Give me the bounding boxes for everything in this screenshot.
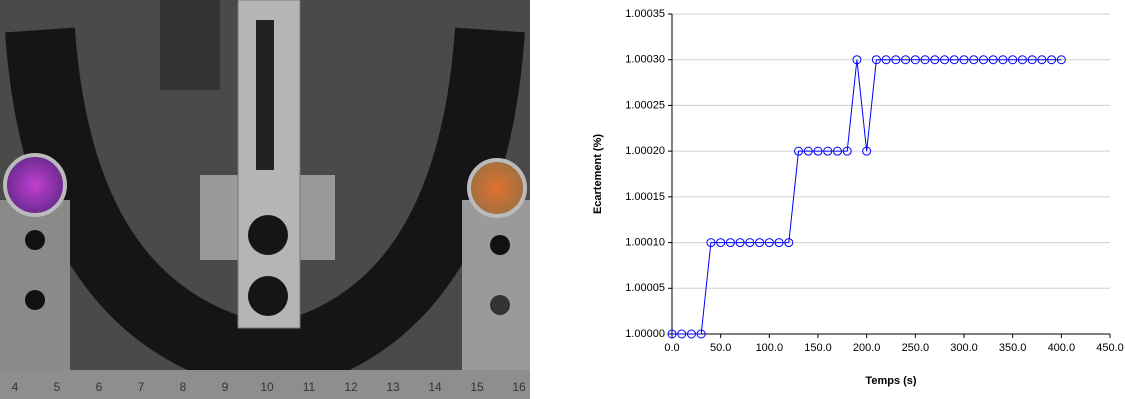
x-tick-label: 300.0 bbox=[950, 342, 978, 354]
series-line bbox=[672, 59, 1062, 335]
photo: 4 5 6 7 8 9 10 11 12 13 14 15 16 bbox=[0, 0, 530, 399]
y-tick-label: 1.00000 bbox=[625, 328, 665, 340]
data-point bbox=[774, 238, 784, 248]
x-tick-label: 0.0 bbox=[664, 342, 679, 354]
ruler-label: 6 bbox=[96, 380, 103, 394]
data-point bbox=[949, 55, 959, 65]
data-point bbox=[1017, 55, 1027, 65]
data-point bbox=[784, 238, 794, 248]
bolt bbox=[248, 215, 288, 255]
ruler-label: 15 bbox=[470, 380, 484, 394]
hole bbox=[25, 230, 45, 250]
data-point bbox=[891, 55, 901, 65]
x-tick-label: 350.0 bbox=[999, 342, 1027, 354]
data-point bbox=[988, 55, 998, 65]
right-support bbox=[462, 200, 530, 370]
data-point bbox=[667, 329, 677, 339]
data-point bbox=[1047, 55, 1057, 65]
y-tick-label: 1.00025 bbox=[625, 99, 665, 111]
data-point bbox=[881, 55, 891, 65]
contact-marker bbox=[3, 153, 67, 217]
y-axis-label: Ecartement (%) bbox=[592, 134, 604, 214]
data-point bbox=[1008, 55, 1018, 65]
fixture bbox=[160, 0, 220, 90]
data-point bbox=[1037, 55, 1047, 65]
contact-marker bbox=[467, 158, 527, 218]
ruler-label: 14 bbox=[428, 380, 442, 394]
data-point bbox=[686, 329, 696, 339]
data-point bbox=[930, 55, 940, 65]
ruler-label: 7 bbox=[138, 380, 145, 394]
x-tick-label: 450.0 bbox=[1096, 342, 1124, 354]
data-point bbox=[871, 55, 881, 65]
ruler-label: 12 bbox=[344, 380, 358, 394]
ruler-labels: 4 5 6 7 8 9 10 11 12 13 14 15 16 bbox=[12, 380, 526, 394]
data-point bbox=[745, 238, 755, 248]
data-point bbox=[813, 146, 823, 156]
ruler-label: 11 bbox=[303, 380, 316, 394]
left-support bbox=[0, 200, 70, 370]
data-point bbox=[1056, 55, 1066, 65]
data-point bbox=[764, 238, 774, 248]
y-tick-label: 1.00020 bbox=[625, 145, 665, 157]
data-point bbox=[852, 55, 862, 65]
data-point bbox=[978, 55, 988, 65]
ruler bbox=[0, 370, 530, 399]
data-point bbox=[823, 146, 833, 156]
chart: Ecartement (%) Temps (s) 1.00000 1.00005 1… bbox=[592, 8, 1124, 387]
bolt bbox=[248, 276, 288, 316]
y-tick-label: 1.00035 bbox=[625, 8, 665, 20]
slot bbox=[256, 20, 274, 170]
ruler-label: 13 bbox=[386, 380, 400, 394]
data-point bbox=[735, 238, 745, 248]
data-point bbox=[842, 146, 852, 156]
x-tick-label: 250.0 bbox=[902, 342, 930, 354]
data-point bbox=[716, 238, 726, 248]
ruler-label: 10 bbox=[260, 380, 274, 394]
x-tick-label: 100.0 bbox=[756, 342, 784, 354]
data-point bbox=[1027, 55, 1037, 65]
data-point bbox=[706, 238, 716, 248]
data-point bbox=[901, 55, 911, 65]
x-tick-label: 50.0 bbox=[710, 342, 731, 354]
y-tick-label: 1.00015 bbox=[625, 191, 665, 203]
ruler-label: 8 bbox=[180, 380, 187, 394]
x-tick-label: 400.0 bbox=[1048, 342, 1076, 354]
ruler-label: 16 bbox=[512, 380, 526, 394]
sample bbox=[5, 27, 525, 396]
ruler-label: 9 bbox=[222, 380, 229, 394]
x-tick-label: 200.0 bbox=[853, 342, 881, 354]
hole bbox=[490, 235, 510, 255]
x-axis-label: Temps (s) bbox=[865, 375, 916, 387]
data-point bbox=[998, 55, 1008, 65]
hole bbox=[25, 290, 45, 310]
ruler-label: 5 bbox=[54, 380, 61, 394]
data-point bbox=[755, 238, 765, 248]
data-point bbox=[920, 55, 930, 65]
data-point bbox=[832, 146, 842, 156]
data-point bbox=[725, 238, 735, 248]
data-point bbox=[803, 146, 813, 156]
y-tick-label: 1.00030 bbox=[625, 54, 665, 66]
data-point bbox=[794, 146, 804, 156]
data-point bbox=[910, 55, 920, 65]
data-point bbox=[696, 329, 706, 339]
data-point bbox=[940, 55, 950, 65]
ruler-label: 4 bbox=[12, 380, 19, 394]
data-point bbox=[959, 55, 969, 65]
y-tick-label: 1.00010 bbox=[625, 236, 665, 248]
hole bbox=[490, 295, 510, 315]
data-point bbox=[862, 146, 872, 156]
data-point bbox=[677, 329, 687, 339]
x-tick-label: 150.0 bbox=[804, 342, 832, 354]
y-tick-label: 1.00005 bbox=[625, 282, 665, 294]
data-point bbox=[969, 55, 979, 65]
